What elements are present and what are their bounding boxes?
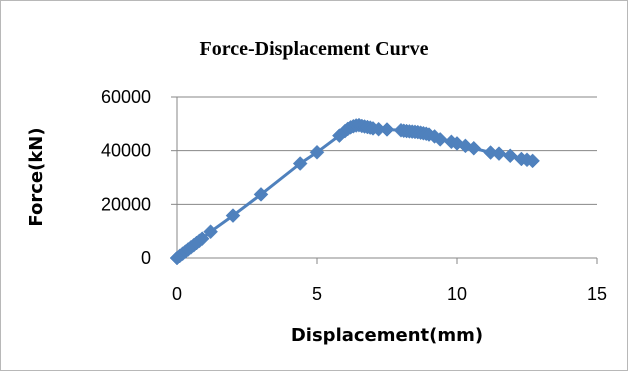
y-tick-label: 60000 bbox=[101, 87, 151, 107]
series-force bbox=[169, 117, 540, 266]
y-tick-label: 40000 bbox=[101, 141, 151, 161]
data-point-marker bbox=[379, 122, 395, 137]
data-point-marker bbox=[432, 132, 448, 147]
gridlines bbox=[177, 96, 597, 205]
axes bbox=[171, 96, 598, 264]
x-tick-label: 15 bbox=[587, 284, 607, 304]
data-point-marker bbox=[525, 153, 540, 169]
data-point-marker bbox=[466, 140, 482, 156]
series-line bbox=[176, 123, 533, 260]
x-tick-label: 5 bbox=[312, 284, 322, 304]
y-axis-title: Force(kN) bbox=[26, 127, 47, 226]
data-point-marker bbox=[309, 144, 325, 160]
data-point-marker bbox=[502, 148, 518, 164]
tick-labels: 0 20000 40000 60000 0 5 10 15 bbox=[101, 87, 607, 304]
data-point-marker bbox=[491, 146, 507, 161]
data-point-marker bbox=[194, 231, 210, 247]
data-point-marker bbox=[253, 187, 269, 202]
y-tick-label: 20000 bbox=[101, 194, 151, 214]
data-point-marker bbox=[292, 156, 308, 171]
data-point-marker bbox=[225, 208, 241, 223]
y-tick-label: 0 bbox=[141, 248, 151, 268]
chart-title: Force-Displacement Curve bbox=[199, 38, 428, 60]
x-tick-label: 0 bbox=[172, 284, 182, 304]
x-tick-label: 10 bbox=[447, 284, 467, 304]
x-axis-title: Displacement(mm) bbox=[291, 325, 483, 346]
data-point-marker bbox=[203, 224, 218, 240]
